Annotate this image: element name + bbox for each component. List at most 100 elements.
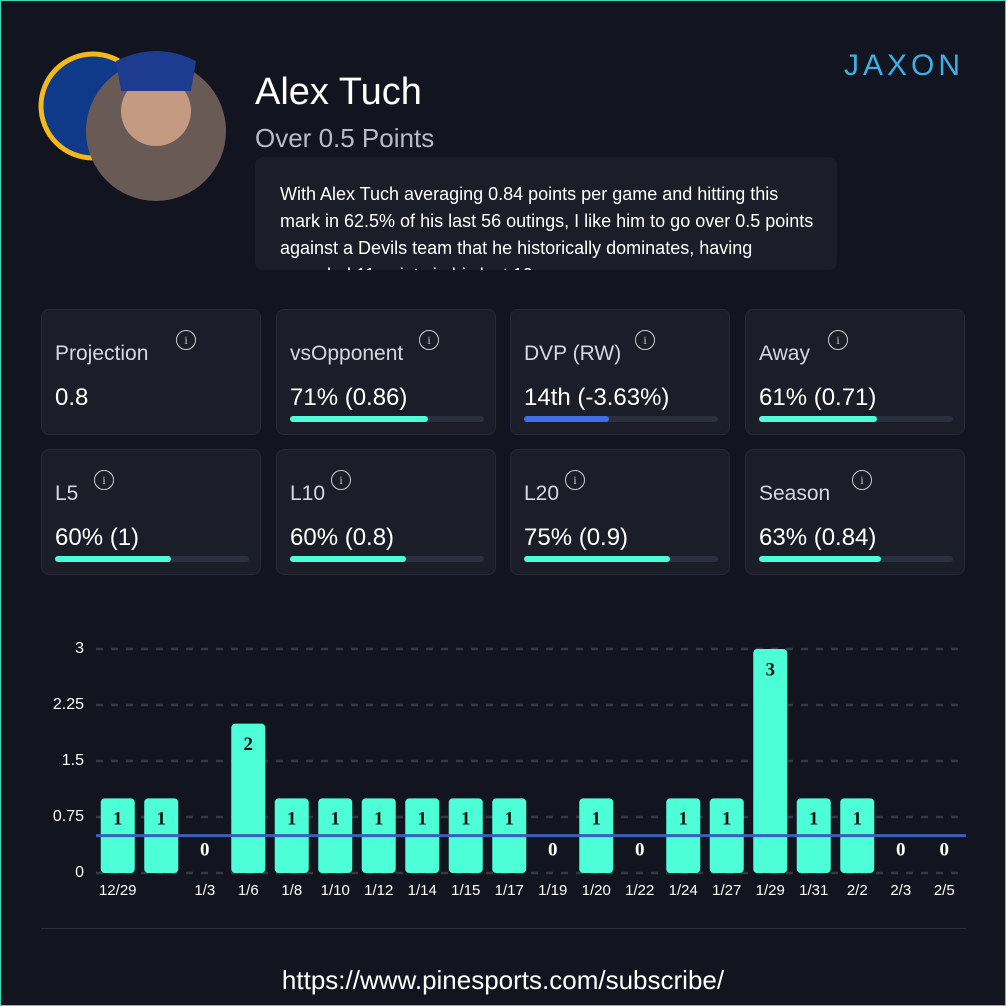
progress-track: [290, 556, 484, 562]
info-icon: i: [419, 330, 439, 350]
x-tick-label: 1/8: [281, 882, 302, 899]
info-icon: i: [635, 330, 655, 350]
stat-label: Season: [759, 482, 831, 505]
progress-track: [524, 556, 718, 562]
stat-label: L20: [524, 482, 560, 505]
data-label: 0: [635, 839, 645, 860]
stat-value: 60% (1): [55, 524, 140, 551]
x-tick-label: 1/6: [238, 882, 259, 899]
x-tick-label: 1/12: [364, 882, 393, 899]
stat-value: 14th (-3.63%): [524, 384, 670, 411]
data-label: 1: [157, 809, 167, 830]
stat-card: L20 i 75% (0.9): [510, 449, 730, 575]
data-label: 0: [200, 839, 210, 860]
stat-value: 75% (0.9): [524, 524, 629, 551]
stat-card: L10 i 60% (0.8): [276, 449, 496, 575]
progress-fill: [290, 556, 407, 562]
stat-card: Projection i 0.8: [41, 309, 261, 435]
stat-label: L10: [290, 482, 326, 505]
data-label: 1: [461, 809, 471, 830]
info-icon: i: [565, 470, 585, 490]
data-label: 1: [809, 809, 819, 830]
stat-card: vsOpponent i 71% (0.86): [276, 309, 496, 435]
data-label: 0: [940, 839, 950, 860]
stat-label: Away: [759, 342, 810, 365]
x-tick-label: 1/19: [538, 882, 567, 899]
y-tick-label: 0: [75, 864, 84, 881]
progress-fill: [524, 416, 610, 422]
x-tick-label: 1/22: [625, 882, 654, 899]
bar: [753, 649, 788, 873]
stat-value: 61% (0.71): [759, 384, 877, 411]
stat-label: L5: [55, 482, 79, 505]
info-icon: i: [94, 470, 114, 490]
stat-value: 0.8: [55, 384, 89, 411]
data-label: 1: [374, 809, 384, 830]
x-tick-label: 1/3: [194, 882, 215, 899]
stat-label: vsOpponent: [290, 342, 404, 365]
data-label: 1: [505, 809, 515, 830]
brand-logo: JAXON: [844, 49, 965, 82]
data-label: 1: [418, 809, 428, 830]
progress-fill: [759, 416, 878, 422]
progress-track: [524, 416, 718, 422]
market: Over 0.5 Points: [255, 123, 435, 153]
info-icon: i: [331, 470, 351, 490]
chart: 0 0.75 1.5 2.25 3 12/29 1 1 1/3 0 1/6 2 1/8 1 1/10 1 1/1…: [53, 640, 966, 899]
progress-track: [290, 416, 484, 422]
separator: [41, 928, 966, 929]
info-icon: i: [852, 470, 872, 490]
stat-card: DVP (RW) i 14th (-3.63%): [510, 309, 730, 435]
x-tick-label: 2/5: [934, 882, 955, 899]
progress-fill: [524, 556, 670, 562]
x-tick-label: 1/24: [669, 882, 698, 899]
data-label: 1: [331, 809, 341, 830]
player-images: [38, 51, 226, 201]
info-icon: i: [828, 330, 848, 350]
player-name: Alex Tuch: [255, 71, 422, 113]
progress-track: [759, 416, 953, 422]
data-label: 2: [244, 734, 254, 755]
info-icon: i: [176, 330, 196, 350]
data-label: 1: [113, 809, 123, 830]
stat-card: Away i 61% (0.71): [745, 309, 965, 435]
progress-fill: [55, 556, 172, 562]
data-label: 1: [287, 809, 297, 830]
footer-url: https://www.pinesports.com/subscribe/: [281, 965, 725, 995]
progress-fill: [290, 416, 428, 422]
stat-value: 63% (0.84): [759, 524, 877, 551]
progress-fill: [759, 556, 882, 562]
x-tick-label: 1/14: [408, 882, 437, 899]
x-tick-label: 1/15: [451, 882, 480, 899]
stat-label: DVP (RW): [524, 342, 622, 365]
stat-card: L5 i 60% (1): [41, 449, 261, 575]
data-label: 1: [592, 809, 602, 830]
y-tick-label: 2.25: [53, 696, 84, 713]
y-tick-label: 1.5: [62, 752, 84, 769]
data-label: 1: [679, 809, 689, 830]
stat-label: Projection: [55, 342, 149, 365]
data-label: 1: [853, 809, 863, 830]
stat-value: 60% (0.8): [290, 524, 395, 551]
y-tick-label: 0.75: [53, 808, 84, 825]
x-tick-label: 1/10: [321, 882, 350, 899]
x-tick-label: 1/27: [712, 882, 741, 899]
stat-card: Season i 63% (0.84): [745, 449, 965, 575]
x-tick-label: 1/20: [582, 882, 611, 899]
description: With Alex Tuch averaging 0.84 points per…: [280, 184, 814, 270]
data-label: 0: [896, 839, 906, 860]
stat-value: 71% (0.86): [290, 384, 408, 411]
data-label: 0: [548, 839, 558, 860]
description-box: With Alex Tuch averaging 0.84 points per…: [255, 157, 837, 270]
x-tick-label: 12/29: [99, 882, 137, 899]
data-label: 1: [722, 809, 732, 830]
x-tick-label: 2/2: [847, 882, 868, 899]
x-tick-label: 2/3: [890, 882, 911, 899]
x-tick-label: 1/31: [799, 882, 828, 899]
progress-track: [55, 556, 249, 562]
data-label: 3: [766, 659, 776, 680]
progress-track: [759, 556, 953, 562]
y-tick-label: 3: [75, 640, 84, 657]
x-tick-label: 1/29: [756, 882, 785, 899]
